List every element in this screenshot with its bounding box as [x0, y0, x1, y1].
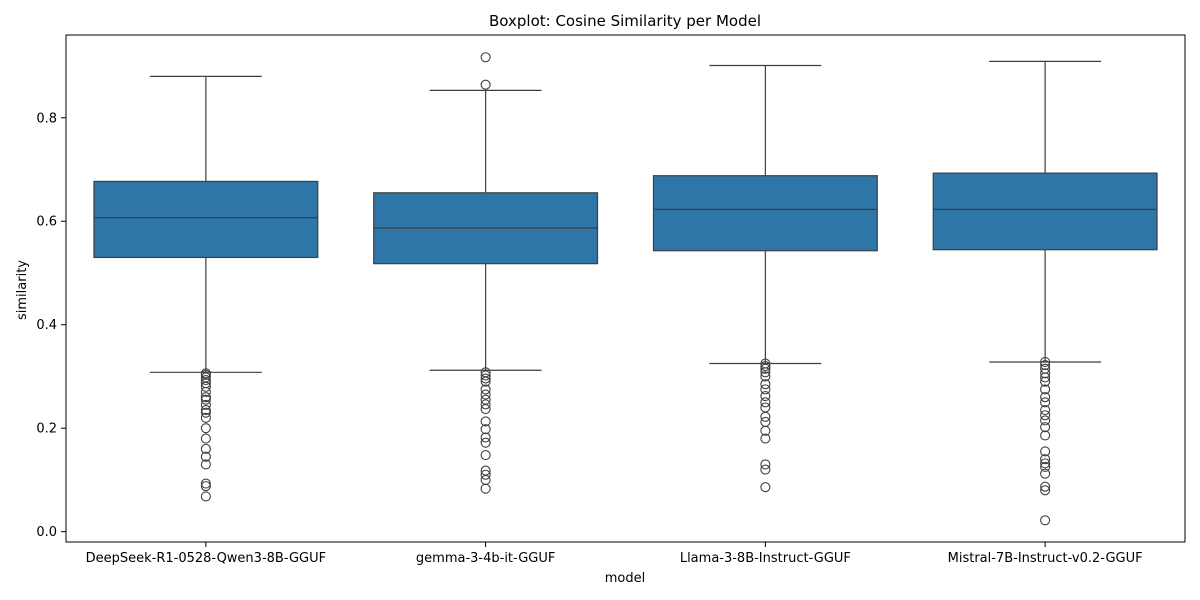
outlier-point	[1040, 360, 1051, 371]
x-tick-label: Llama-3-8B-Instruct-GGUF	[680, 551, 851, 566]
outlier-point	[1040, 468, 1051, 479]
outlier-point	[200, 443, 211, 454]
outlier-point	[1040, 481, 1051, 492]
x-tick-label: gemma-3-4b-it-GGUF	[416, 551, 555, 566]
outlier-point	[1040, 458, 1051, 469]
outlier-point	[200, 481, 211, 492]
y-axis: 0.0 0.2 0.4 0.6 0.8	[36, 111, 66, 540]
box-group	[932, 60, 1158, 526]
outlier-point	[480, 367, 491, 378]
plot-area	[93, 52, 1158, 526]
outlier-point	[1040, 430, 1051, 441]
outlier-point	[1040, 368, 1051, 379]
x-tick-label: DeepSeek-R1-0528-Qwen3-8B-GGUF	[86, 551, 327, 566]
outlier-point	[1040, 461, 1051, 473]
outlier-point	[760, 384, 771, 395]
outlier-point	[1040, 376, 1051, 387]
outlier-point	[200, 459, 211, 470]
plot-frame	[65, 34, 1186, 543]
outlier-point	[480, 450, 491, 461]
outlier-point	[480, 469, 491, 480]
outlier-point	[480, 483, 491, 494]
outlier-point	[200, 433, 211, 444]
outlier-point	[480, 424, 491, 435]
outlier-point	[480, 465, 491, 476]
outlier-point	[760, 391, 771, 402]
outlier-point	[760, 416, 771, 428]
outlier-point	[480, 389, 491, 400]
outlier-point	[200, 394, 211, 405]
outlier-point	[480, 373, 491, 384]
outlier-point	[1040, 515, 1051, 526]
outlier-point	[200, 378, 211, 389]
outlier-point	[760, 358, 771, 369]
outlier-point	[200, 405, 211, 416]
outlier-point	[760, 433, 771, 444]
outlier-point	[760, 361, 771, 372]
outlier-point	[200, 478, 211, 489]
outlier-point	[480, 394, 491, 405]
outlier-point	[1040, 485, 1051, 496]
outlier-point	[760, 482, 771, 493]
outlier-point	[200, 412, 211, 423]
y-tick-label: 0.8	[36, 111, 57, 126]
outlier-point	[200, 392, 211, 403]
outlier-point	[1040, 363, 1051, 374]
outlier-point	[1040, 392, 1051, 403]
box-group	[373, 52, 599, 494]
outlier-point	[1040, 397, 1051, 408]
outlier-point	[200, 407, 211, 418]
outlier-point	[1040, 446, 1051, 457]
outlier-point	[480, 384, 491, 395]
y-tick-label: 0.2	[36, 422, 57, 437]
outlier-point	[480, 437, 491, 448]
box-group	[652, 64, 878, 493]
outlier-point	[1040, 415, 1051, 426]
box-group	[93, 75, 319, 502]
outlier-point	[1040, 410, 1051, 421]
y-tick-label: 0.0	[36, 525, 57, 540]
outlier-point	[1040, 356, 1051, 368]
outlier-point	[200, 375, 211, 386]
box-iqr	[652, 175, 878, 252]
outlier-point	[200, 491, 211, 502]
outlier-point	[1040, 422, 1051, 433]
y-tick-label: 0.6	[36, 215, 57, 230]
box-iqr	[93, 180, 319, 259]
box-iqr	[932, 172, 1158, 251]
outlier-point	[760, 402, 771, 413]
outlier-point	[200, 372, 211, 383]
outlier-point	[760, 459, 771, 470]
outlier-point	[760, 379, 771, 390]
outlier-point	[760, 397, 771, 408]
x-tick-label: Mistral-7B-Instruct-v0.2-GGUF	[948, 551, 1143, 566]
outlier-point	[1040, 454, 1051, 465]
outlier-point	[480, 432, 491, 443]
outlier-point	[760, 371, 771, 382]
outlier-point	[200, 423, 211, 434]
outlier-point	[760, 411, 771, 422]
outlier-point	[760, 363, 771, 374]
y-tick-label: 0.4	[36, 318, 57, 333]
outlier-point	[480, 474, 491, 485]
x-axis: DeepSeek-R1-0528-Qwen3-8B-GGUF gemma-3-4b…	[86, 542, 1143, 566]
outlier-point	[1040, 405, 1051, 416]
outlier-point	[1040, 384, 1051, 395]
x-axis-label: model	[605, 571, 645, 586]
outlier-point	[200, 399, 211, 410]
outlier-point	[760, 464, 771, 475]
outlier-point	[200, 368, 211, 379]
outlier-point	[480, 52, 491, 63]
outlier-point	[480, 370, 491, 381]
y-axis-label: similarity	[15, 260, 30, 320]
chart-title: Boxplot: Cosine Similarity per Model	[489, 12, 761, 30]
outlier-point	[480, 416, 491, 427]
outlier-point	[480, 79, 491, 90]
outlier-point	[200, 451, 211, 462]
outlier-point	[480, 399, 491, 410]
